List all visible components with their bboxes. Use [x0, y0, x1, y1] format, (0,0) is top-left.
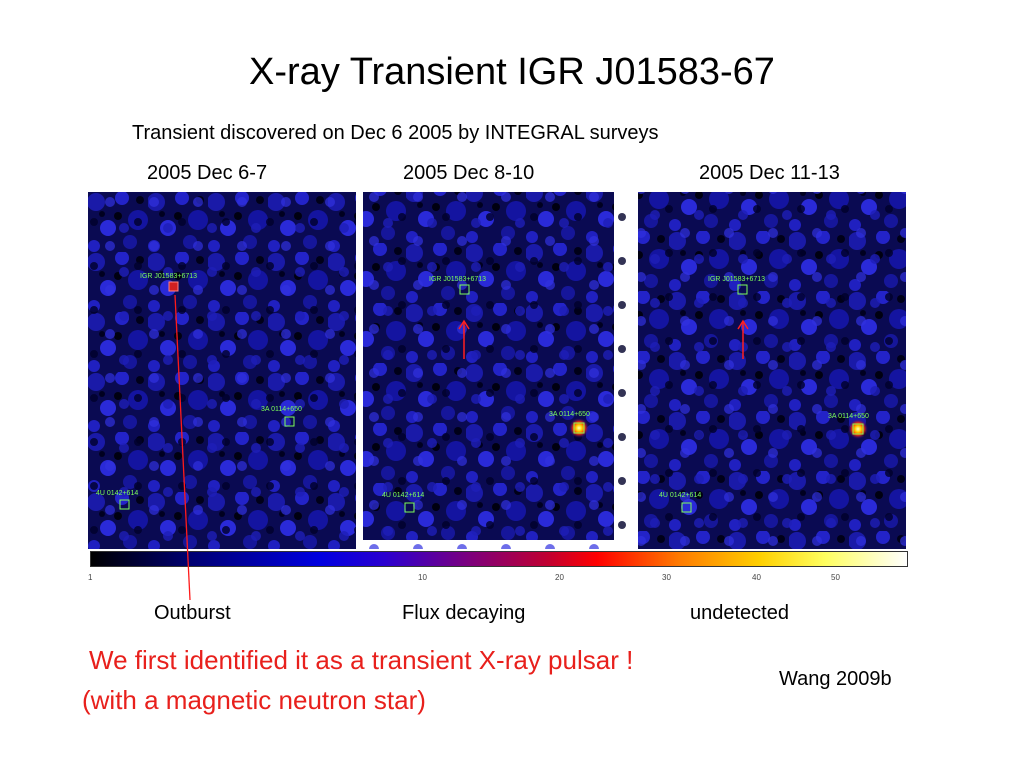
colorbar-tick: 1 [88, 573, 93, 582]
source-marker-4u-panel-2 [404, 502, 415, 513]
xray-panel-1-image: IGR J01583+6713 3A 0114+650 4U 0142+614 [88, 192, 356, 549]
arrow-up-icon-panel-2 [458, 319, 470, 330]
source-marker-3a-panel-2 [573, 422, 585, 434]
colorbar-tick: 30 [662, 573, 671, 582]
panel-3-caption: undetected [690, 602, 789, 624]
panel-2-date: 2005 Dec 8-10 [403, 162, 535, 184]
colorbar-tick: 50 [831, 573, 840, 582]
highlight-text-line-2: (with a magnetic neutron star) [82, 685, 426, 715]
source-marker-igr-panel-3 [737, 284, 748, 295]
xray-panel-1: IGR J01583+6713 3A 0114+650 4U 0142+614 [88, 192, 356, 549]
panel-1-date: 2005 Dec 6-7 [147, 162, 268, 184]
xray-panel-3: IGR J01583+6713 3A 0114+650 4U 0142+614 [638, 192, 906, 549]
colorbar-tick: 10 [418, 573, 427, 582]
source-marker-igr-panel-1 [168, 281, 179, 292]
label-4u-panel-3: 4U 0142+614 [659, 492, 701, 499]
xray-image-figure: IGR J01583+6713 3A 0114+650 4U 0142+614 … [88, 192, 908, 582]
xray-panel-2-image: IGR J01583+6713 3A 0114+650 4U 0142+614 [363, 192, 631, 549]
reference-citation: Wang 2009b [779, 668, 892, 690]
colorbar [90, 551, 908, 567]
label-igr-panel-2: IGR J01583+6713 [429, 276, 486, 283]
panel-2-caption: Flux decaying [402, 602, 526, 624]
label-4u-panel-2: 4U 0142+614 [382, 492, 424, 499]
label-4u-panel-1: 4U 0142+614 [96, 490, 138, 497]
colorbar-tick: 20 [555, 573, 564, 582]
source-marker-4u-panel-1 [119, 499, 130, 510]
label-3a-panel-2: 3A 0114+650 [549, 411, 590, 418]
xray-panel-2: IGR J01583+6713 3A 0114+650 4U 0142+614 [363, 192, 631, 549]
label-igr-panel-1: IGR J01583+6713 [140, 273, 197, 280]
outburst-pointer-line [174, 294, 191, 601]
highlight-text-line-1: We first identified it as a transient X-… [89, 645, 634, 675]
slide-subtitle: Transient discovered on Dec 6 2005 by IN… [132, 122, 659, 144]
label-igr-panel-3: IGR J01583+6713 [708, 276, 765, 283]
colorbar-tick: 40 [752, 573, 761, 582]
slide-title: X-ray Transient IGR J01583-67 [249, 51, 775, 93]
label-3a-panel-3: 3A 0114+650 [828, 413, 869, 420]
panel-1-caption: Outburst [154, 602, 231, 624]
source-marker-4u-panel-3 [681, 502, 692, 513]
label-3a-panel-1: 3A 0114+650 [261, 406, 302, 413]
xray-panel-3-image: IGR J01583+6713 3A 0114+650 4U 0142+614 [638, 192, 906, 549]
source-marker-igr-panel-2 [459, 284, 470, 295]
arrow-up-icon-panel-3 [737, 319, 749, 330]
panel-3-date: 2005 Dec 11-13 [699, 162, 840, 184]
source-marker-3a-panel-1 [284, 416, 295, 427]
source-marker-3a-panel-3 [852, 423, 864, 435]
